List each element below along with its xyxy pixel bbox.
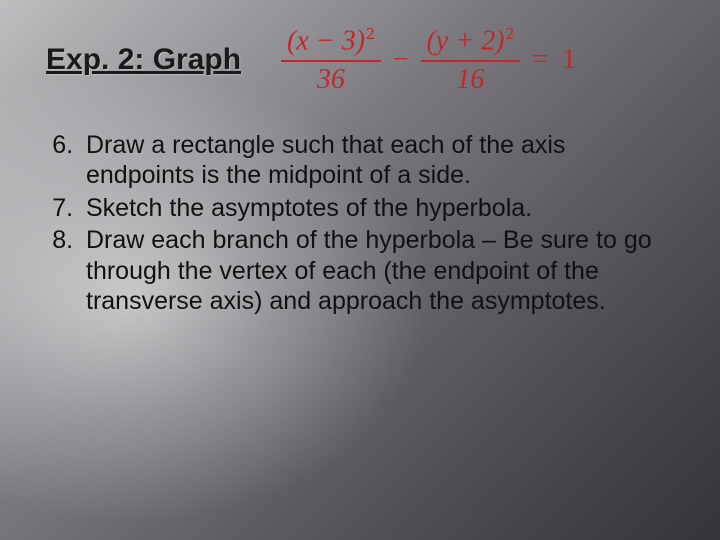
equation: (x − 3)2 36 − (y + 2)2 16 = 1 <box>281 24 578 96</box>
title-row: Exp. 2: Graph (x − 3)2 36 − (y + 2)2 16 … <box>46 24 674 96</box>
equation-frac2-num-base: (y + 2) <box>427 25 505 56</box>
equation-frac2-num: (y + 2)2 <box>421 24 521 58</box>
steps-list: Draw a rectangle such that each of the a… <box>46 130 674 317</box>
equation-frac1-bar <box>281 60 381 62</box>
equation-frac1-num-base: (x − 3) <box>287 25 365 56</box>
equation-minus: − <box>391 46 411 74</box>
slide-title: Exp. 2: Graph <box>46 43 241 77</box>
equation-frac2-num-sup: 2 <box>505 24 515 43</box>
equation-frac1-den: 36 <box>311 64 351 96</box>
equation-frac1-num: (x − 3)2 <box>281 24 381 58</box>
slide: Exp. 2: Graph (x − 3)2 36 − (y + 2)2 16 … <box>0 0 720 540</box>
list-item: Draw a rectangle such that each of the a… <box>80 130 668 191</box>
list-item: Draw each branch of the hyperbola – Be s… <box>80 225 668 317</box>
equation-fraction-1: (x − 3)2 36 <box>281 24 381 96</box>
equation-fraction-2: (y + 2)2 16 <box>421 24 521 96</box>
list-item: Sketch the asymptotes of the hyperbola. <box>80 193 668 224</box>
equation-frac1-num-sup: 2 <box>365 24 375 43</box>
equation-rhs: 1 <box>560 46 578 74</box>
equation-equals: = <box>530 46 550 74</box>
equation-frac2-den: 16 <box>450 64 490 96</box>
equation-frac2-bar <box>421 60 521 62</box>
